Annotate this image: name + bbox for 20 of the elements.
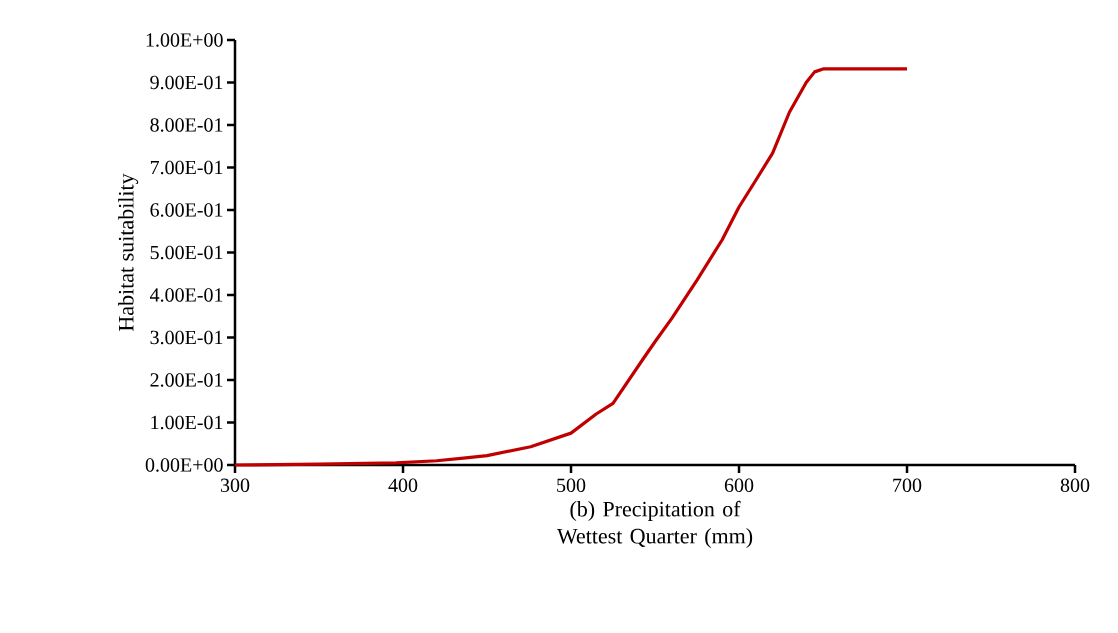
y-tick-label: 3.00E-01 xyxy=(150,330,223,345)
x-tick-label: 300 xyxy=(220,478,250,493)
x-tick-label: 400 xyxy=(388,478,418,493)
y-axis-title: Habitat suitability xyxy=(118,173,139,331)
x-axis-title: (b) Precipitation of Wettest Quarter (mm) xyxy=(556,500,753,549)
y-tick-label: 4.00E-01 xyxy=(149,288,223,302)
x-tick-label: 700 xyxy=(893,478,922,493)
y-tick-label: 7.00E-01 xyxy=(150,160,223,175)
y-tick-label: 1.00E+00 xyxy=(146,33,223,47)
x-tick-label: 500 xyxy=(557,478,586,493)
y-tick-label: 6.00E-01 xyxy=(150,203,223,217)
y-tick-label: 2.00E-01 xyxy=(150,373,223,387)
y-tick-label: 1.00E-01 xyxy=(151,415,223,430)
x-tick-label: 600 xyxy=(724,478,754,493)
y-tick-label: 9.00E-01 xyxy=(150,75,223,90)
line-series xyxy=(233,67,909,467)
y-tick-label: 0.00E+00 xyxy=(145,458,223,472)
y-tick-label: 5.00E-01 xyxy=(150,245,223,260)
x-tick-label: 800 xyxy=(1060,478,1090,493)
y-tick-label: 8.00E-01 xyxy=(150,118,223,132)
